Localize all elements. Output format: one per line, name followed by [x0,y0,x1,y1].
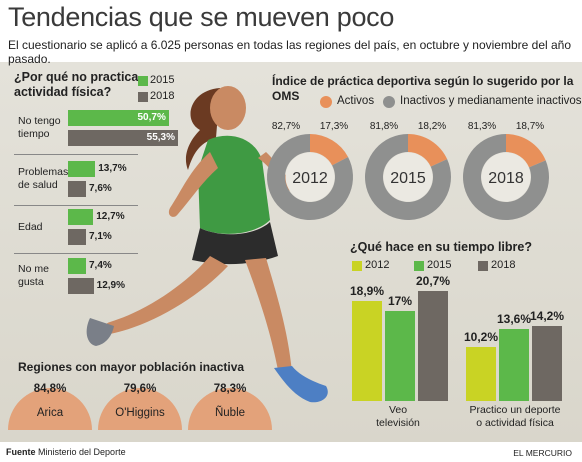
legend-swatch-inactivos [383,96,395,108]
regions-title: Regiones con mayor población inactiva [18,360,245,374]
vbar-2018 [532,325,562,401]
bar-category-label: No tengo tiempo [18,115,61,141]
headline: Tendencias que se mueven poco [8,2,395,32]
bar-category-label-line2: de salud [18,179,58,191]
legend-swatch-2018 [138,92,148,102]
bar-category-label: Problemas de salud [18,166,68,192]
legend-swatch-ft-2012 [352,261,362,271]
bar-value-label: 13,7% [98,163,127,174]
category-label-tv-line1: Veo [388,404,408,416]
bar-category-label-line1: Edad [18,221,43,233]
bar-category-label-line1: No tengo [18,115,61,127]
bar-category-label: Edad [18,221,43,234]
bar-category-label-line1: Problemas [18,166,69,178]
bar-group-separator [14,205,138,206]
bar-2015 [68,209,94,225]
vbar-value-label: 20,7% [415,274,451,288]
bar-2015 [68,258,86,274]
bar-group-separator [14,253,138,254]
bar-group-separator [14,154,138,155]
legend-label-ft-2012: 2012 [365,259,390,271]
category-label-tv-line2: televisión [376,417,420,429]
bar-value-label: 50,7% [137,112,166,123]
legend-swatch-ft-2015 [414,261,424,271]
why-no-activity-title: ¿Por qué no practica actividad física? [14,70,138,100]
bar-2015 [68,161,96,177]
legend-swatch-activos [320,96,332,108]
vbar-value-label: 13,6% [496,311,532,326]
legend-label-ft-2015: 2015 [427,259,452,271]
bar-category-label-line2: tiempo [18,128,50,140]
legend-label-ft-2018: 2018 [491,259,516,271]
bar-2015 [68,110,169,126]
vbar-2012 [352,300,382,401]
vbar-2012 [466,346,496,401]
why-no-activity-title-line2: actividad física? [14,85,112,99]
category-label-sport-line2: o actividad física [476,417,554,429]
legend-label-2018: 2018 [150,90,175,102]
why-no-activity-title-line1: ¿Por qué no practica [14,70,139,84]
category-label-tv: Veo televisión [358,404,438,430]
region-pct-ohiggins: 79,6% [123,383,157,395]
legend-swatch-2015 [138,76,148,86]
legend-label-activos: Activos [337,95,375,107]
publisher-credit: EL MERCURIO [513,448,572,458]
region-shape-ohiggins [98,388,182,430]
bar-2018 [68,181,86,197]
bar-value-label: 55,3% [146,132,175,143]
source-name: Ministerio del Deporte [38,447,126,457]
vbar-2015 [499,328,529,401]
bar-category-label-line2: gusta [18,276,44,288]
bar-value-label: 12,9% [96,280,126,291]
bar-value-label: 7,6% [89,183,112,194]
legend-label-2015: 2015 [150,74,175,86]
vbar-value-label: 17% [387,293,413,308]
bar-value-label: 7,4% [89,260,112,271]
bar-2018 [68,278,94,294]
region-pct-nuble: 78,3% [213,383,247,395]
source-footer: Fuente Ministerio del Deporte [6,447,126,457]
legend-label-inactivos: Inactivos y medianamente inactivos [400,95,582,107]
region-shape-arica [8,388,92,430]
region-name-arica: Arica [36,407,64,419]
bar-value-label: 12,7% [96,211,125,222]
vbar-2015 [385,310,415,401]
vbar-value-label: 14,2% [529,308,565,323]
bar-value-label: 7,1% [89,231,112,242]
region-name-nuble: Ñuble [214,407,246,419]
source-label: Fuente [6,447,36,457]
bar-2018 [68,130,178,146]
vbar-value-label: 10,2% [463,329,499,344]
category-label-sport: Practico un deporte o actividad física [455,404,575,430]
legend-swatch-ft-2018 [478,261,488,271]
subtitle: El cuestionario se aplicó a 6.025 person… [8,38,572,66]
bar-category-label-line1: No me [18,263,49,275]
bar-category-label: No me gusta [18,263,49,289]
region-shape-nuble [188,388,272,430]
region-pct-arica: 84,8% [33,383,67,395]
vbar-2018 [418,291,448,401]
region-name-ohiggins: O'Higgins [115,407,165,419]
free-time-title: ¿Qué hace en su tiempo libre? [350,240,532,254]
bar-2018 [68,229,86,245]
category-label-sport-line1: Practico un deporte [469,404,561,416]
vbar-value-label: 18,9% [349,283,385,298]
region-semicircles [8,388,272,430]
donut-chart-title: Índice de práctica deportiva según lo su… [272,74,574,103]
